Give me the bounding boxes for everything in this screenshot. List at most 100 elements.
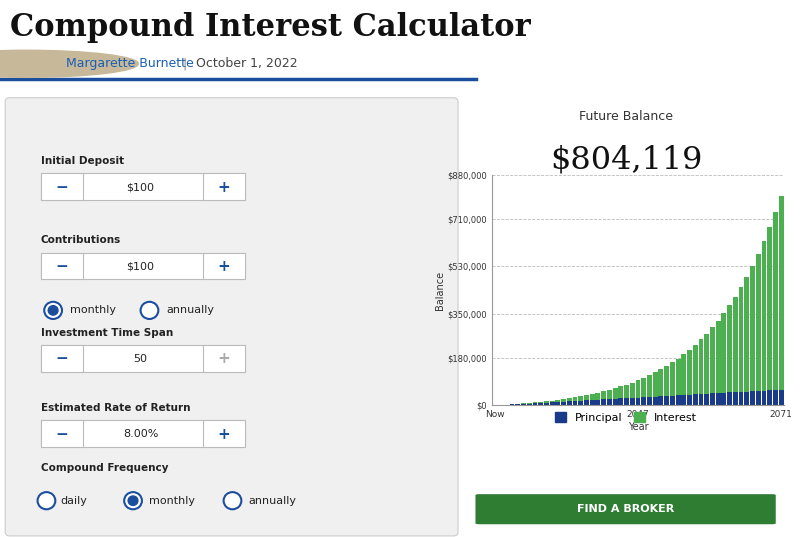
Bar bbox=[750, 266, 755, 391]
FancyBboxPatch shape bbox=[41, 420, 245, 447]
Bar bbox=[653, 373, 658, 397]
Bar bbox=[613, 388, 618, 399]
Bar bbox=[590, 400, 594, 405]
FancyBboxPatch shape bbox=[475, 494, 776, 524]
Bar bbox=[647, 397, 652, 405]
Text: +: + bbox=[218, 426, 230, 441]
Bar bbox=[756, 254, 761, 391]
Bar bbox=[658, 369, 663, 396]
Bar bbox=[607, 399, 612, 405]
Bar bbox=[544, 401, 549, 403]
Text: annually: annually bbox=[166, 306, 214, 315]
Text: October 1, 2022: October 1, 2022 bbox=[196, 57, 298, 70]
Bar bbox=[676, 395, 681, 405]
Bar bbox=[658, 396, 663, 405]
Text: −: − bbox=[55, 179, 68, 194]
Bar bbox=[526, 403, 532, 405]
Bar bbox=[602, 391, 606, 400]
Bar bbox=[584, 395, 589, 401]
Bar bbox=[744, 391, 750, 405]
Circle shape bbox=[141, 302, 158, 319]
Text: +: + bbox=[218, 259, 230, 274]
Bar bbox=[642, 378, 646, 397]
Bar bbox=[704, 394, 709, 405]
Bar bbox=[550, 401, 554, 402]
Bar bbox=[727, 393, 732, 405]
Bar bbox=[670, 396, 674, 405]
Bar bbox=[722, 393, 726, 405]
Circle shape bbox=[38, 492, 55, 509]
Text: Future Balance: Future Balance bbox=[579, 110, 673, 123]
Bar bbox=[738, 287, 743, 392]
Bar bbox=[773, 390, 778, 405]
Bar bbox=[704, 333, 709, 394]
FancyBboxPatch shape bbox=[202, 345, 245, 372]
FancyBboxPatch shape bbox=[41, 173, 83, 200]
FancyBboxPatch shape bbox=[41, 345, 83, 372]
Bar bbox=[664, 366, 669, 396]
Text: 8.00%: 8.00% bbox=[123, 429, 158, 439]
Bar bbox=[533, 403, 538, 405]
Text: $804,119: $804,119 bbox=[550, 144, 702, 176]
Circle shape bbox=[44, 302, 62, 319]
Bar bbox=[538, 403, 543, 405]
FancyBboxPatch shape bbox=[5, 98, 458, 536]
Bar bbox=[635, 380, 641, 397]
Bar bbox=[733, 392, 738, 405]
Text: Margarette Burnette: Margarette Burnette bbox=[66, 57, 194, 70]
Bar bbox=[767, 227, 772, 390]
Bar bbox=[664, 396, 669, 405]
Bar bbox=[750, 391, 755, 405]
Bar bbox=[710, 328, 715, 394]
Bar bbox=[618, 387, 623, 398]
Text: $100: $100 bbox=[126, 262, 154, 272]
X-axis label: Year: Year bbox=[628, 422, 648, 432]
Bar bbox=[670, 362, 674, 396]
FancyBboxPatch shape bbox=[41, 253, 245, 279]
Bar bbox=[538, 402, 543, 403]
Text: Investment Time Span: Investment Time Span bbox=[41, 328, 173, 338]
Y-axis label: Balance: Balance bbox=[434, 271, 445, 309]
Bar bbox=[567, 398, 572, 401]
Bar bbox=[687, 395, 692, 405]
FancyBboxPatch shape bbox=[41, 345, 245, 372]
FancyBboxPatch shape bbox=[41, 420, 83, 447]
Bar bbox=[555, 402, 560, 405]
Text: $100: $100 bbox=[126, 182, 154, 192]
Bar bbox=[756, 391, 761, 405]
Text: Contributions: Contributions bbox=[41, 235, 121, 245]
Bar bbox=[515, 404, 520, 405]
Text: Estimated Rate of Return: Estimated Rate of Return bbox=[41, 403, 190, 413]
Text: −: − bbox=[55, 351, 68, 366]
Bar bbox=[602, 400, 606, 405]
Bar bbox=[561, 402, 566, 405]
Legend: Principal, Interest: Principal, Interest bbox=[555, 412, 697, 423]
Circle shape bbox=[0, 50, 138, 77]
Bar bbox=[653, 397, 658, 405]
Circle shape bbox=[224, 492, 242, 509]
Bar bbox=[738, 392, 743, 405]
Bar bbox=[618, 398, 623, 405]
Bar bbox=[693, 394, 698, 405]
Bar bbox=[635, 397, 641, 405]
Bar bbox=[595, 400, 600, 405]
Bar bbox=[630, 382, 634, 398]
Bar bbox=[561, 399, 566, 402]
Text: 50: 50 bbox=[134, 354, 147, 364]
Text: +: + bbox=[218, 351, 230, 366]
Text: Compound Frequency: Compound Frequency bbox=[41, 463, 168, 473]
Bar bbox=[544, 403, 549, 405]
Bar bbox=[722, 313, 726, 393]
Bar bbox=[590, 394, 594, 400]
Bar bbox=[607, 390, 612, 399]
Bar bbox=[573, 397, 578, 401]
Bar bbox=[630, 398, 634, 405]
Bar bbox=[567, 401, 572, 405]
Text: daily: daily bbox=[61, 496, 87, 506]
Bar bbox=[762, 241, 766, 390]
Text: |: | bbox=[182, 57, 186, 70]
Bar bbox=[510, 404, 514, 405]
Bar bbox=[716, 321, 721, 393]
Bar bbox=[578, 401, 583, 405]
Bar bbox=[762, 390, 766, 405]
